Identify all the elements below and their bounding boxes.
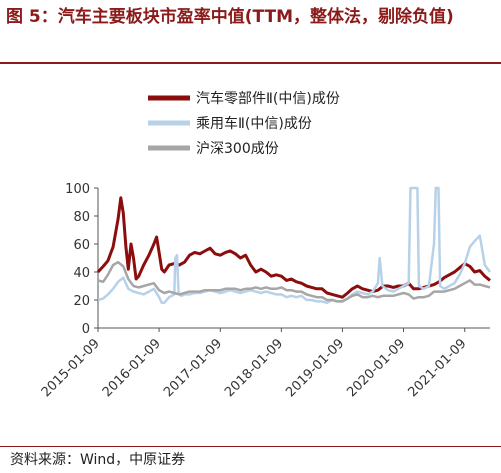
chart-title: 图 5：汽车主要板块市盈率中值(TTM，整体法，剔除负值) (6, 7, 454, 27)
x-axis: 2015-01-092016-01-092017-01-092018-01-09… (39, 327, 490, 400)
x-tick-label: 2021-01-09 (406, 336, 470, 400)
source-note: 资料来源：Wind，中原证券 (10, 452, 186, 468)
series-line-2 (97, 186, 492, 305)
y-tick-label: 40 (73, 266, 90, 281)
x-tick-label: 2016-01-09 (100, 336, 164, 400)
series-lines (96, 186, 492, 305)
y-tick-label: 60 (73, 238, 90, 253)
x-tick-label: 2017-01-09 (161, 336, 225, 400)
series-line-3 (97, 260, 491, 303)
x-tick-label: 2015-01-09 (39, 336, 103, 400)
y-tick-label: 0 (82, 322, 90, 337)
y-axis: 0 20 40 60 80 100 (65, 182, 99, 337)
source-divider (0, 446, 501, 447)
y-tick-label: 20 (73, 294, 90, 309)
x-tick-label: 2019-01-09 (283, 336, 347, 400)
legend-label-3: 沪深300成份 (196, 141, 279, 157)
y-tick-label: 80 (73, 210, 90, 225)
legend-label-2: 乘用车Ⅱ(中信)成份 (196, 115, 312, 132)
legend-label-1: 汽车零部件Ⅱ(中信)成份 (196, 90, 340, 107)
series-line-1 (96, 196, 491, 299)
title-divider (0, 62, 501, 64)
y-tick-label: 100 (65, 182, 90, 197)
x-tick-label: 2018-01-09 (222, 336, 286, 400)
x-tick-label: 2020-01-09 (344, 336, 408, 400)
